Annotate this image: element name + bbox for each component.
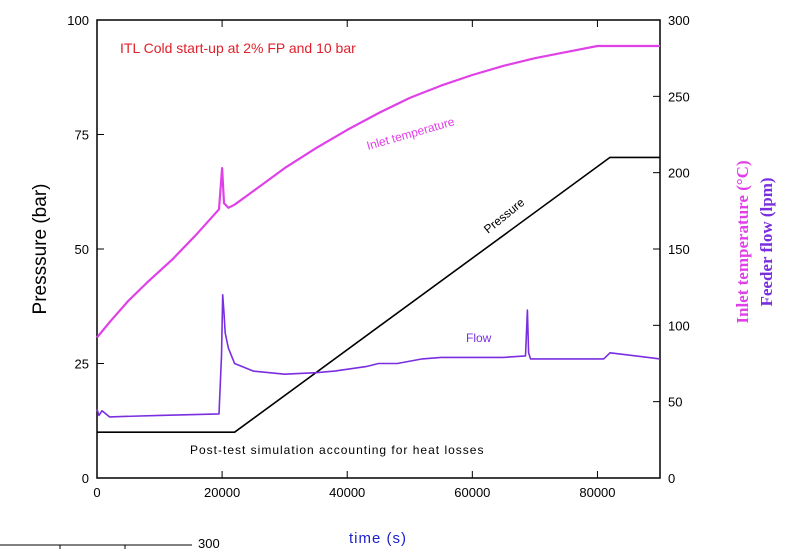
y2-tick-label: 50 (668, 395, 682, 410)
fragment-tick-label: 300 (198, 536, 220, 549)
inlet-temperature-annotation: Inlet temperature (365, 114, 456, 153)
series-line-flow (96, 293, 661, 418)
y2-axis-label-flow: Feeder flow (lpm) (757, 177, 776, 306)
y-tick-label: 50 (75, 242, 89, 257)
second-chart-fragment: 300 (0, 536, 220, 549)
y2-tick-label: 250 (668, 89, 690, 104)
y-tick-label: 75 (75, 128, 89, 143)
tick-labels: 0 20000 40000 60000 80000 0 25 50 75 100 0 50 100 150… (67, 13, 689, 500)
pressure-annotation: Pressure (481, 195, 527, 236)
x-axis-label: time (s) (349, 530, 407, 547)
x-tick-label: 60000 (454, 485, 490, 500)
y2-tick-label: 300 (668, 13, 690, 28)
y-tick-label: 25 (75, 357, 89, 372)
axis-ticks (96, 19, 660, 479)
y-axis-label: Presssure (bar) (30, 184, 51, 315)
y-tick-label: 0 (82, 471, 89, 486)
y2-tick-label: 0 (668, 471, 675, 486)
chart-title: ITL Cold start-up at 2% FP and 10 bar (120, 40, 356, 56)
y2-tick-label: 100 (668, 318, 690, 333)
series-line-pressure (97, 156, 660, 434)
x-tick-label: 80000 (579, 485, 615, 500)
y2-axis-label-inlet: Inlet temperature (°C) (733, 160, 752, 323)
series-line-inlet (96, 44, 660, 339)
series-lines (96, 44, 661, 434)
x-tick-label: 0 (93, 485, 100, 500)
y2-tick-label: 200 (668, 166, 690, 181)
y-tick-label: 100 (67, 13, 89, 28)
x-tick-label: 40000 (329, 485, 365, 500)
simulation-note: Post-test simulation accounting for heat… (190, 443, 484, 457)
y2-tick-label: 150 (668, 242, 690, 257)
flow-annotation: Flow (466, 331, 492, 345)
x-tick-label: 20000 (204, 485, 240, 500)
